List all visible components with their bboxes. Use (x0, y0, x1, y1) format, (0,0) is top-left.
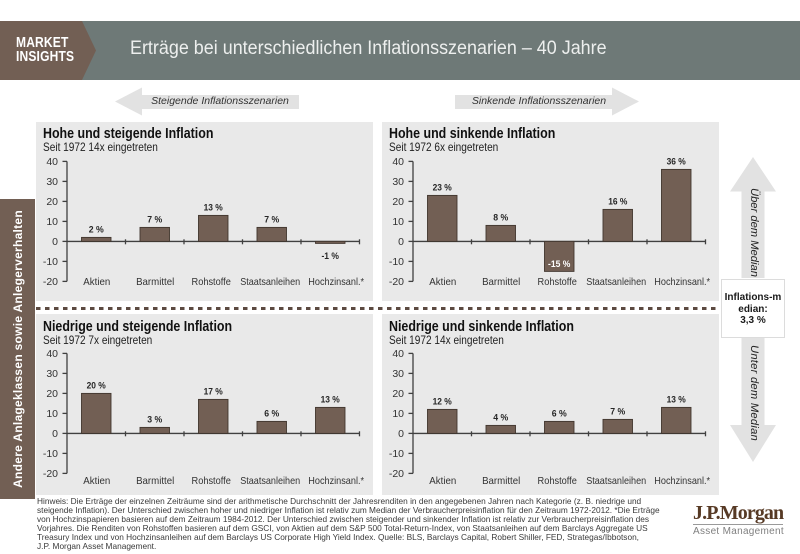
svg-text:36 %: 36 % (667, 157, 687, 168)
svg-text:6 %: 6 % (265, 408, 281, 419)
svg-text:Aktien: Aktien (84, 475, 111, 486)
svg-text:-20: -20 (43, 278, 58, 289)
svg-text:Rohstoffe: Rohstoffe (192, 475, 231, 486)
svg-text:Staatsanleihen: Staatsanleihen (587, 475, 647, 486)
svg-text:Rohstoffe: Rohstoffe (538, 475, 577, 486)
svg-text:23 %: 23 % (433, 183, 453, 194)
svg-text:30: 30 (47, 369, 59, 380)
svg-text:10: 10 (393, 218, 405, 229)
svg-text:0: 0 (52, 429, 58, 440)
svg-text:40: 40 (393, 349, 405, 360)
svg-text:7 %: 7 % (148, 215, 164, 226)
svg-text:7 %: 7 % (265, 215, 281, 226)
svg-text:8 %: 8 % (494, 213, 510, 224)
svg-text:0: 0 (52, 238, 58, 249)
svg-text:Rohstoffe: Rohstoffe (192, 278, 231, 289)
svg-text:6 %: 6 % (552, 408, 568, 419)
svg-text:Aktien: Aktien (430, 278, 457, 289)
svg-text:Aktien: Aktien (430, 475, 457, 486)
svg-text:20: 20 (47, 389, 59, 400)
svg-text:Hochzinsanl.*: Hochzinsanl.* (655, 278, 711, 289)
svg-text:40: 40 (47, 158, 59, 169)
svg-text:-10: -10 (43, 258, 58, 269)
svg-text:-20: -20 (389, 278, 404, 289)
svg-text:Hochzinsanl.*: Hochzinsanl.* (655, 475, 711, 486)
svg-text:Hochzinsanl.*: Hochzinsanl.* (309, 278, 365, 289)
svg-text:10: 10 (47, 409, 59, 420)
svg-text:30: 30 (393, 369, 405, 380)
svg-text:20: 20 (393, 198, 405, 209)
svg-text:4 %: 4 % (494, 412, 510, 423)
svg-text:-10: -10 (389, 258, 404, 269)
svg-text:40: 40 (47, 349, 59, 360)
svg-text:13 %: 13 % (667, 394, 687, 405)
svg-text:17 %: 17 % (204, 386, 224, 397)
svg-text:-20: -20 (389, 469, 404, 480)
svg-text:Rohstoffe: Rohstoffe (538, 278, 577, 289)
svg-text:Barmittel: Barmittel (136, 278, 174, 289)
svg-text:-1 %: -1 % (322, 251, 340, 262)
svg-text:0: 0 (399, 238, 405, 249)
svg-text:13 %: 13 % (204, 203, 224, 214)
svg-text:20 %: 20 % (87, 380, 107, 391)
svg-text:-10: -10 (389, 449, 404, 460)
svg-text:20: 20 (47, 198, 59, 209)
svg-text:30: 30 (47, 178, 59, 189)
svg-text:Hochzinsanl.*: Hochzinsanl.* (309, 475, 365, 486)
svg-text:Barmittel: Barmittel (482, 278, 520, 289)
svg-text:3 %: 3 % (148, 414, 164, 425)
svg-text:Staatsanleihen: Staatsanleihen (240, 475, 300, 486)
svg-text:-15 %: -15 % (548, 259, 571, 270)
svg-text:7 %: 7 % (611, 406, 627, 417)
svg-text:-20: -20 (43, 469, 58, 480)
svg-text:-10: -10 (43, 449, 58, 460)
svg-text:12 %: 12 % (433, 396, 453, 407)
svg-text:10: 10 (47, 218, 59, 229)
svg-text:0: 0 (399, 429, 405, 440)
svg-text:2 %: 2 % (89, 225, 105, 236)
svg-text:20: 20 (393, 389, 405, 400)
svg-text:Staatsanleihen: Staatsanleihen (587, 278, 647, 289)
svg-text:Barmittel: Barmittel (136, 475, 174, 486)
svg-text:10: 10 (393, 409, 405, 420)
svg-text:40: 40 (393, 158, 405, 169)
svg-text:Barmittel: Barmittel (482, 475, 520, 486)
svg-text:16 %: 16 % (609, 197, 629, 208)
svg-text:30: 30 (393, 178, 405, 189)
svg-text:Aktien: Aktien (84, 278, 111, 289)
svg-text:13 %: 13 % (321, 394, 341, 405)
svg-text:Staatsanleihen: Staatsanleihen (240, 278, 300, 289)
